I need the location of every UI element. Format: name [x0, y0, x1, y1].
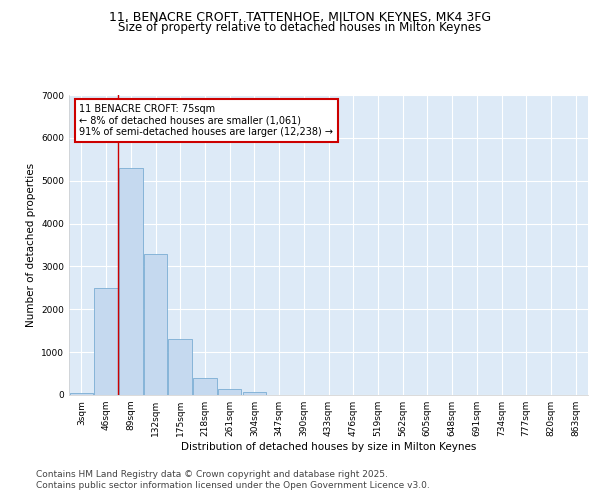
Text: Contains HM Land Registry data © Crown copyright and database right 2025.: Contains HM Land Registry data © Crown c…: [36, 470, 388, 479]
Bar: [144, 254, 167, 395]
Text: 11 BENACRE CROFT: 75sqm
← 8% of detached houses are smaller (1,061)
91% of semi-: 11 BENACRE CROFT: 75sqm ← 8% of detached…: [79, 104, 334, 137]
Bar: [70, 393, 93, 395]
Bar: [218, 388, 241, 395]
X-axis label: Distribution of detached houses by size in Milton Keynes: Distribution of detached houses by size …: [181, 442, 476, 452]
Text: 11, BENACRE CROFT, TATTENHOE, MILTON KEYNES, MK4 3FG: 11, BENACRE CROFT, TATTENHOE, MILTON KEY…: [109, 11, 491, 24]
Bar: [119, 168, 143, 395]
Bar: [242, 392, 266, 395]
Bar: [94, 288, 118, 395]
Bar: [193, 378, 217, 395]
Text: Contains public sector information licensed under the Open Government Licence v3: Contains public sector information licen…: [36, 481, 430, 490]
Bar: [169, 340, 192, 395]
Text: Size of property relative to detached houses in Milton Keynes: Size of property relative to detached ho…: [118, 21, 482, 34]
Y-axis label: Number of detached properties: Number of detached properties: [26, 163, 35, 327]
